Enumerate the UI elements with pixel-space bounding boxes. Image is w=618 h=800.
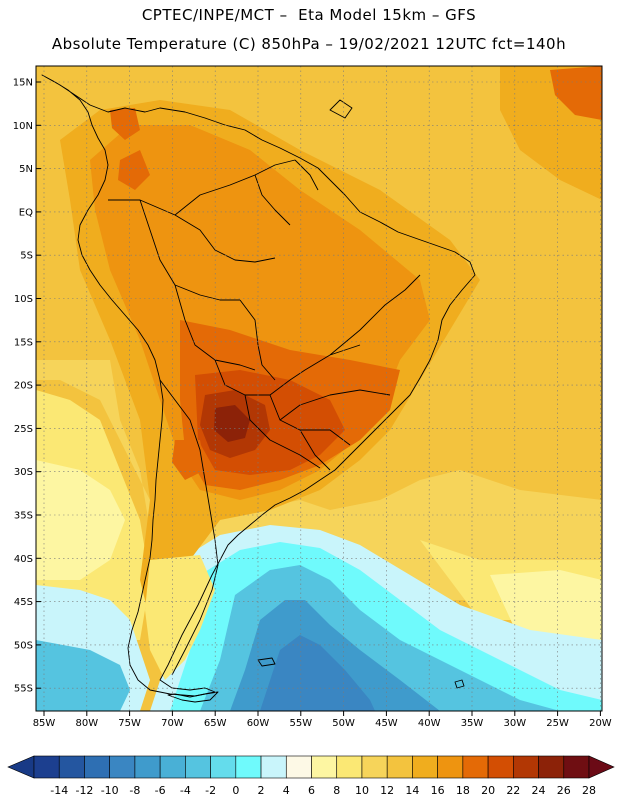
colorbar-low-arrow bbox=[7, 755, 35, 779]
colorbar-swatch bbox=[260, 755, 287, 779]
colorbar-swatch bbox=[285, 755, 312, 779]
colorbar-swatch bbox=[58, 755, 85, 779]
map-field bbox=[36, 66, 602, 711]
colorbar-swatch bbox=[513, 755, 539, 779]
lon-tick-label: 60W bbox=[247, 718, 270, 729]
field-cold-pacific-mid bbox=[36, 640, 130, 711]
colorbar-label: 16 bbox=[431, 784, 445, 797]
colorbar-swatch bbox=[336, 755, 363, 779]
colorbar-high-arrow bbox=[588, 755, 615, 779]
lat-tick-label: 10N bbox=[13, 121, 33, 132]
map-frame bbox=[35, 65, 603, 712]
colorbar-swatch bbox=[437, 755, 464, 779]
lat-tick-label: 50S bbox=[14, 640, 33, 651]
field-andes-hot bbox=[110, 108, 205, 480]
lon-tick-label: 70W bbox=[161, 718, 184, 729]
colorbar-label: 4 bbox=[283, 784, 290, 797]
colorbar-swatch bbox=[462, 755, 489, 779]
lat-tick-label: 20S bbox=[14, 381, 33, 392]
country-borders bbox=[108, 159, 421, 676]
colorbar-swatch bbox=[185, 755, 211, 779]
islands bbox=[167, 99, 465, 703]
colorbar-swatch bbox=[412, 755, 438, 779]
colorbar-swatch bbox=[159, 755, 186, 779]
colorbar-swatch bbox=[361, 755, 388, 779]
colorbar-swatch bbox=[311, 755, 338, 779]
lat-tick-label: 5S bbox=[20, 251, 33, 262]
colorbar-swatch bbox=[33, 755, 60, 779]
lon-tick-label: 75W bbox=[118, 718, 141, 729]
lat-tick-label: 35S bbox=[14, 511, 33, 522]
field-land-max bbox=[214, 405, 250, 442]
lat-tick-label: 5N bbox=[19, 164, 33, 175]
field-ne-hot bbox=[550, 66, 602, 120]
lat-tick-label: 40S bbox=[14, 554, 33, 565]
lon-tick-label: 30W bbox=[503, 718, 526, 729]
colorbar: -14 -12 -10 -8 -6 -4 -2 0 2 4 6 8 10 12 14 16 18 20 22 24 26… bbox=[7, 755, 615, 797]
colorbar-swatch bbox=[487, 755, 514, 779]
colorbar-label: -8 bbox=[129, 784, 140, 797]
colorbar-label: 24 bbox=[532, 784, 546, 797]
lon-tick-label: 85W bbox=[33, 718, 56, 729]
colorbar-label: -10 bbox=[101, 784, 119, 797]
field-ocean-cream bbox=[36, 460, 602, 640]
field-ocean-pale bbox=[36, 390, 602, 640]
colorbar-swatch bbox=[109, 755, 136, 779]
coastlines-borders bbox=[41, 74, 476, 703]
lon-tick-label: 35W bbox=[461, 718, 484, 729]
colorbar-label: 0 bbox=[232, 784, 239, 797]
colorbar-label: 12 bbox=[380, 784, 394, 797]
lon-tick-label: 55W bbox=[289, 718, 312, 729]
colorbar-label: 22 bbox=[506, 784, 520, 797]
colorbar-label: 26 bbox=[557, 784, 571, 797]
lat-tick-label: 25S bbox=[14, 424, 33, 435]
lat-tick-label: 15N bbox=[13, 78, 33, 89]
lon-tick-label: 50W bbox=[332, 718, 355, 729]
field-cold-deeper bbox=[260, 635, 375, 711]
axis-ticks: 85W 80W 75W 70W 65W 60W 55W 50W 45W 40W 35W 30W 25W 2… bbox=[13, 78, 612, 730]
colorbar-label: 8 bbox=[333, 784, 340, 797]
colorbar-label: -2 bbox=[205, 784, 216, 797]
lat-tick-label: 15S bbox=[14, 337, 33, 348]
colorbar-swatch bbox=[538, 755, 565, 779]
lon-tick-label: 25W bbox=[546, 718, 569, 729]
colorbar-label: 14 bbox=[405, 784, 419, 797]
lon-tick-label: 40W bbox=[418, 718, 441, 729]
colorbar-label: -6 bbox=[155, 784, 166, 797]
lat-tick-label: 45S bbox=[14, 597, 33, 608]
lat-tick-label: EQ bbox=[19, 207, 33, 218]
lon-tick-label: 20W bbox=[589, 718, 612, 729]
colorbar-label: -14 bbox=[50, 784, 68, 797]
colorbar-swatch bbox=[386, 755, 413, 779]
colorbar-label: -12 bbox=[75, 784, 93, 797]
colorbar-swatch bbox=[134, 755, 161, 779]
lon-tick-label: 80W bbox=[75, 718, 98, 729]
map-title: CPTEC/INPE/MCT – Eta Model 15km – GFS bbox=[141, 6, 477, 24]
colorbar-label: 18 bbox=[456, 784, 470, 797]
lat-tick-label: 10S bbox=[14, 294, 33, 305]
lat-tick-label: 55S bbox=[14, 684, 33, 695]
south-america-coastline bbox=[41, 74, 476, 697]
colorbar-swatch bbox=[563, 755, 590, 779]
colorbar-swatch bbox=[84, 755, 110, 779]
colorbar-label: 28 bbox=[582, 784, 596, 797]
colorbar-label: 20 bbox=[481, 784, 495, 797]
lon-tick-label: 45W bbox=[375, 718, 398, 729]
colorbar-swatch bbox=[210, 755, 237, 779]
lon-tick-label: 65W bbox=[204, 718, 227, 729]
map-subtitle: Absolute Temperature (C) 850hPa – 19/02/… bbox=[51, 35, 567, 53]
colorbar-label: 6 bbox=[308, 784, 315, 797]
field-patagonia-pale bbox=[145, 555, 215, 680]
colorbar-label: 10 bbox=[355, 784, 369, 797]
colorbar-label: -4 bbox=[180, 784, 191, 797]
colorbar-swatch bbox=[235, 755, 262, 779]
lat-tick-label: 30S bbox=[14, 467, 33, 478]
colorbar-label: 2 bbox=[258, 784, 265, 797]
